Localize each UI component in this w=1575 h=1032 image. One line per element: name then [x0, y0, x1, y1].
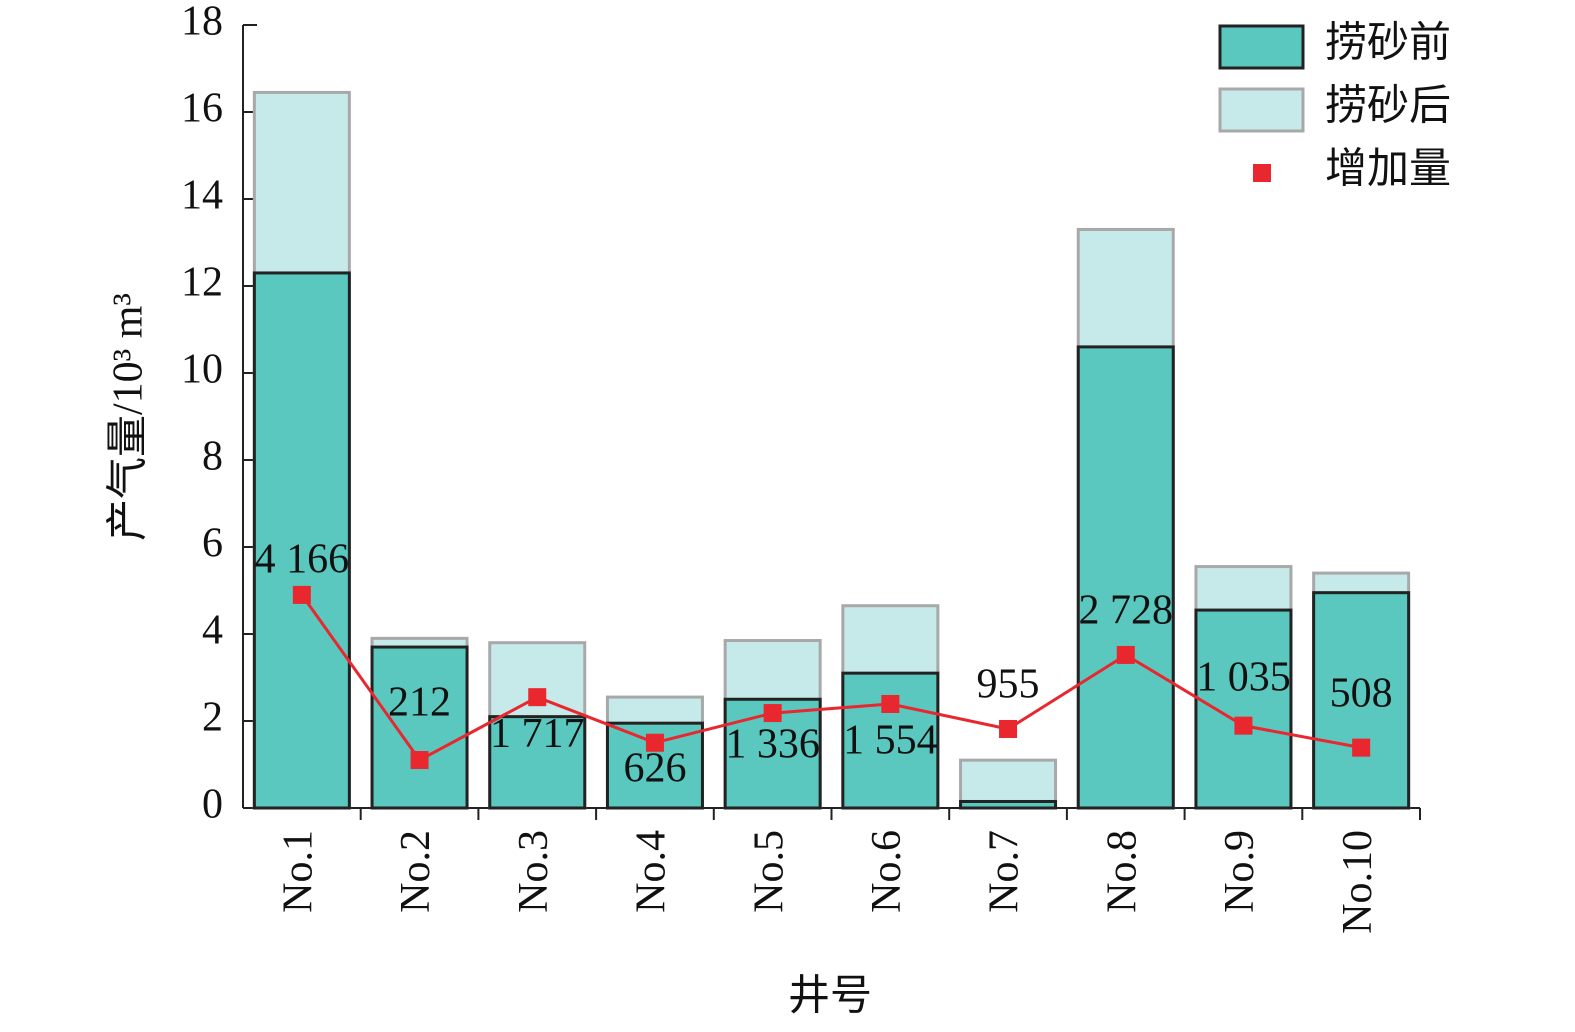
bar	[1194, 608, 1293, 810]
marker	[528, 688, 547, 707]
x-tick-label: No.3	[511, 830, 557, 913]
legend-marker	[1253, 164, 1271, 182]
bar	[1312, 591, 1411, 810]
data-label: 1 336	[725, 722, 820, 768]
x-tick-label: No.8	[1099, 830, 1145, 913]
data-label: 1 717	[490, 711, 585, 757]
y-tick-label: 4	[202, 608, 223, 654]
legend-swatch	[1218, 87, 1305, 133]
data-label: 626	[623, 745, 686, 791]
bar	[1076, 345, 1175, 810]
marker	[645, 733, 664, 752]
y-axis-label: 产气量/10³ m³	[106, 293, 152, 541]
marker	[410, 751, 429, 770]
x-tick-label: No.1	[275, 830, 321, 913]
legend-swatch	[1218, 24, 1305, 70]
x-tick-label: No.5	[746, 830, 792, 913]
marker	[999, 719, 1018, 738]
marker	[1352, 738, 1371, 757]
data-label: 1 035	[1196, 654, 1291, 700]
x-tick-label: No.4	[629, 830, 675, 913]
marker	[292, 585, 311, 604]
legend-label: 增加量	[1325, 147, 1451, 193]
y-tick-label: 12	[181, 260, 223, 306]
data-label: 1 554	[843, 718, 938, 764]
marker	[1234, 716, 1253, 735]
y-tick-label: 8	[202, 434, 223, 480]
bar	[959, 799, 1058, 810]
legend-label: 捞砂前	[1325, 21, 1451, 67]
y-tick-label: 0	[202, 782, 223, 828]
x-tick-label: No.6	[864, 830, 910, 913]
marker	[881, 694, 900, 713]
x-axis-label: 井号	[788, 974, 872, 1020]
data-label: 955	[977, 662, 1040, 708]
y-tick-label: 18	[181, 0, 223, 45]
marker	[763, 704, 782, 723]
bar	[252, 271, 351, 810]
x-tick-label: No.9	[1217, 830, 1263, 913]
line	[300, 594, 1362, 762]
y-tick-label: 16	[181, 86, 223, 132]
y-tick-label: 6	[202, 521, 223, 567]
x-tick-label: No.7	[982, 830, 1028, 913]
bar	[370, 645, 469, 810]
y-tick-label: 10	[181, 347, 223, 393]
bar	[488, 715, 587, 810]
y-tick-label: 2	[202, 695, 223, 741]
y-tick-label: 14	[181, 173, 223, 219]
legend-label: 捞砂后	[1325, 84, 1451, 130]
data-label: 508	[1330, 670, 1393, 716]
data-label: 4 166	[255, 537, 350, 583]
data-label: 2 728	[1079, 588, 1174, 634]
x-tick-label: No.2	[393, 830, 439, 913]
data-label: 212	[388, 680, 451, 726]
x-tick-label: No.10	[1335, 830, 1381, 934]
marker	[1116, 645, 1135, 664]
